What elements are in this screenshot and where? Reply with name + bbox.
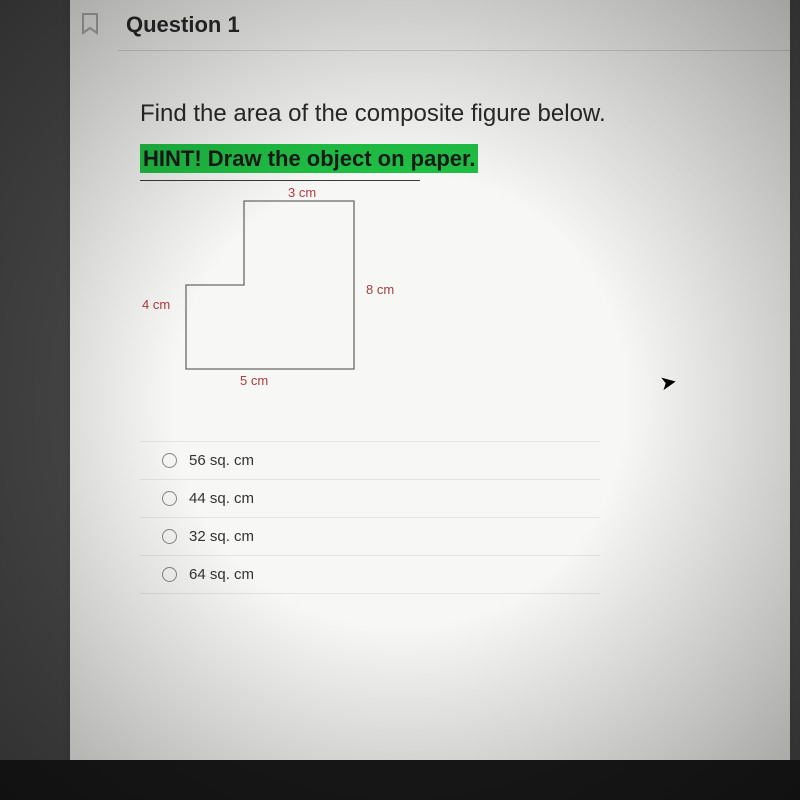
question-content: Find the area of the composite figure be… [140, 100, 740, 594]
dim-bottom: 5 cm [240, 373, 268, 388]
composite-figure: 3 cm 8 cm 4 cm 5 cm [160, 187, 420, 417]
screen-bezel [0, 760, 800, 800]
hint-text: HINT! Draw the object on paper. [140, 144, 478, 173]
radio-icon [162, 567, 177, 582]
radio-icon [162, 529, 177, 544]
option-label: 56 sq. cm [189, 452, 254, 469]
option-3[interactable]: 32 sq. cm [140, 517, 600, 555]
option-4[interactable]: 64 sq. cm [140, 555, 600, 594]
question-number: Question 1 [126, 12, 240, 38]
dim-left: 4 cm [142, 297, 170, 312]
hint-underline [140, 180, 420, 181]
l-shape-svg [182, 197, 362, 377]
option-label: 32 sq. cm [189, 528, 254, 545]
hint-row: HINT! Draw the object on paper. [140, 146, 740, 172]
option-2[interactable]: 44 sq. cm [140, 479, 600, 517]
bookmark-icon[interactable] [80, 12, 100, 36]
radio-icon [162, 453, 177, 468]
question-prompt: Find the area of the composite figure be… [140, 100, 740, 128]
option-label: 44 sq. cm [189, 490, 254, 507]
option-label: 64 sq. cm [189, 566, 254, 583]
dim-right: 8 cm [366, 282, 394, 297]
radio-icon [162, 491, 177, 506]
dim-top: 3 cm [288, 185, 316, 200]
answer-options: 56 sq. cm 44 sq. cm 32 sq. cm 64 sq. cm [140, 441, 600, 594]
question-header: Question 1 [118, 0, 790, 51]
option-1[interactable]: 56 sq. cm [140, 441, 600, 479]
